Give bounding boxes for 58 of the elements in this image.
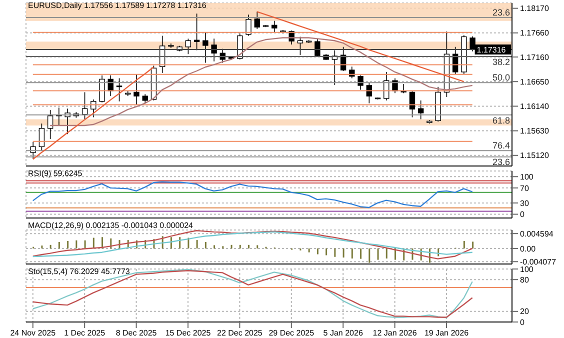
y-tick-label: 30 <box>520 198 530 208</box>
line-series <box>256 11 464 82</box>
annotation: 50.0 <box>492 72 510 83</box>
candlestick <box>82 92 88 120</box>
chart-title: MACD(12,26,9) 0.002135 -0.001043 0.000024 <box>28 221 194 230</box>
x-tick-label: 24 Nov 2025 <box>10 328 56 338</box>
candlestick <box>211 38 217 62</box>
y-tick-label: 1.15630 <box>520 126 550 136</box>
y-tick-label: 100 <box>520 172 534 182</box>
y-tick-label: 0.004594 <box>520 229 554 238</box>
y-tick-label: 80 <box>520 275 530 284</box>
candlestick <box>246 14 252 36</box>
candlestick <box>272 20 278 33</box>
x-tick-label: 19 Jan 2026 <box>424 328 470 338</box>
candlestick <box>254 11 260 30</box>
y-tick-label: 1.16650 <box>520 77 550 86</box>
annotation: 38.2 <box>492 56 510 67</box>
ref-line-label: 1.17316 <box>476 45 506 54</box>
x-tick-label: 22 Dec 2025 <box>217 328 263 338</box>
candlestick <box>142 94 148 104</box>
candlestick <box>134 74 140 106</box>
annotation: 61.8 <box>492 115 510 126</box>
candlestick <box>409 90 416 118</box>
chart-title: EURUSD,Daily 1.17556 1.17589 1.17278 1.17316 <box>28 1 206 10</box>
chart-title: RSI(9) 59.6245 <box>28 169 82 178</box>
line-series <box>32 181 473 208</box>
candlestick <box>194 13 200 51</box>
y-tick-label: 1.18170 <box>520 4 550 14</box>
y-tick-label: 0 <box>520 210 525 220</box>
x-tick-label: 15 Dec 2025 <box>165 328 212 338</box>
y-tick-label: 1.17660 <box>520 28 550 38</box>
candlestick <box>38 123 45 151</box>
candlestick <box>358 74 364 90</box>
candlestick <box>202 32 208 64</box>
y-tick-label: 0 <box>520 318 525 327</box>
y-tick-label: 100 <box>520 264 534 274</box>
annotation: 76.4 <box>492 140 510 151</box>
candlestick <box>47 110 54 140</box>
candlestick <box>418 100 424 120</box>
x-tick-label: 1 Dec 2025 <box>64 328 106 338</box>
candlestick <box>116 78 122 102</box>
candlestick <box>185 38 192 55</box>
y-tick-label: -0.004077 <box>520 258 557 266</box>
y-tick-label: 1.15120 <box>520 151 550 160</box>
candlestick <box>99 74 105 103</box>
chart-title: Sto(15,5,4) 76.2029 45.7773 <box>28 267 130 276</box>
y-tick-label: 1.17160 <box>520 52 550 62</box>
x-tick-label: 5 Jan 2026 <box>323 328 364 338</box>
x-tick-label: 12 Jan 2026 <box>372 328 418 338</box>
candlestick <box>297 36 304 56</box>
y-tick-label: 70 <box>520 184 530 193</box>
y-tick-label: 20 <box>520 307 530 316</box>
x-tick-label: 8 Dec 2025 <box>116 328 158 338</box>
annotation: 23.6 <box>492 157 510 168</box>
annotation: 23.6 <box>492 7 510 18</box>
y-tick-label: 1.16140 <box>520 102 550 112</box>
x-tick-label: 29 Dec 2025 <box>268 328 315 338</box>
y-tick-label: 0.00 <box>520 244 536 254</box>
